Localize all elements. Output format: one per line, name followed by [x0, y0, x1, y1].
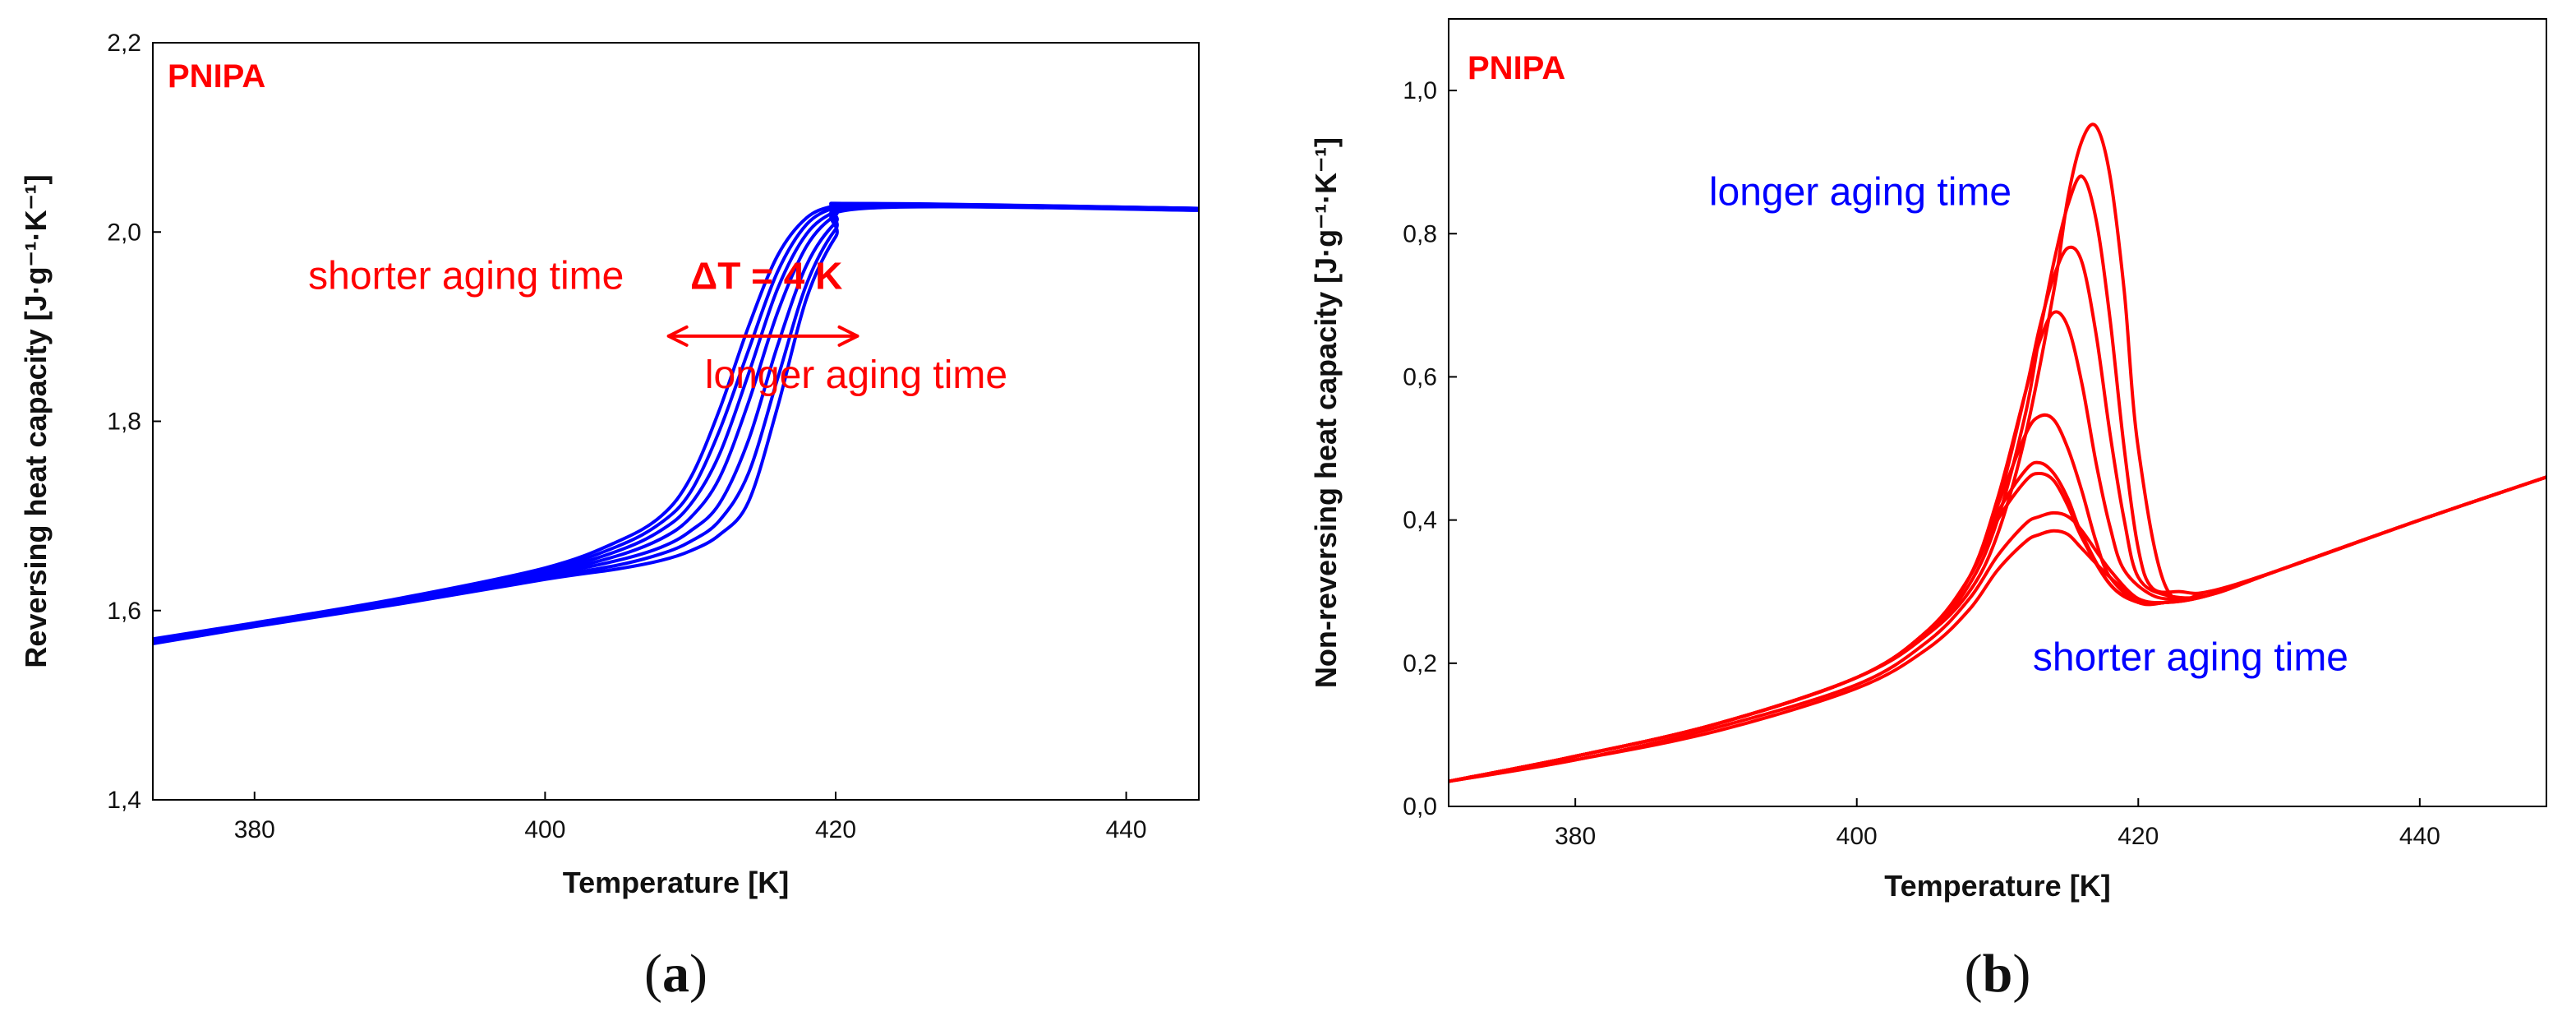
- panel-label: (b): [1965, 944, 2031, 1004]
- y-tick-label: 0,8: [1403, 220, 1437, 247]
- annotation-text: longer aging time: [1709, 170, 2011, 214]
- series-line-4: [1449, 310, 2546, 783]
- x-tick-label: 400: [524, 816, 565, 843]
- series-line-7: [153, 205, 1199, 645]
- series-line-6: [1449, 460, 2546, 783]
- chart-b: 380 400 420 440 0,0 0,2 0,4 0,6 0,8 1,0 Temperatur…: [1309, 18, 2547, 1004]
- series-line-2: [1449, 174, 2546, 783]
- annotation-text: shorter aging time: [2033, 636, 2348, 680]
- y-tick-label: 2,0: [107, 219, 141, 246]
- y-axis-label: Non-reversing heat capacity [J·g⁻¹·K⁻¹]: [1309, 137, 1343, 688]
- chart-title: PNIPA: [168, 58, 265, 95]
- x-tick-label: 420: [815, 816, 856, 843]
- y-tick-label: 1,4: [107, 787, 141, 814]
- y-tick-label: 2,2: [107, 30, 141, 57]
- y-tick-label: 1,0: [1403, 77, 1437, 104]
- panel-label: (a): [644, 944, 707, 1004]
- panel-label-open: (: [644, 944, 662, 1004]
- annotation-text: ΔT = 4 K: [690, 254, 842, 297]
- y-tick-label: 1,8: [107, 409, 141, 436]
- panel-label-open: (: [1965, 944, 1983, 1004]
- y-tick-label: 1,6: [107, 598, 141, 625]
- chart-title: PNIPA: [1468, 50, 1565, 86]
- arrow-head-right: [837, 325, 859, 347]
- panel-label-close: ): [689, 944, 707, 1004]
- y-tick-label: 0,4: [1403, 507, 1437, 534]
- y-tick-label: 0,6: [1403, 363, 1437, 390]
- annotation-text: shorter aging time: [308, 254, 624, 298]
- plot-frame: [1448, 18, 2547, 807]
- x-tick-label: 440: [2399, 823, 2440, 850]
- double-arrow: [666, 325, 859, 347]
- series-line-9: [1449, 475, 2546, 783]
- annotation-text: longer aging time: [705, 353, 1007, 397]
- chart-a: 380 400 420 440 1,4 1,6 1,8 2,0 2,2 Temperature […: [19, 30, 1200, 1004]
- y-axis-label: Reversing heat capacity [J·g⁻¹·K⁻¹]: [19, 174, 53, 667]
- series-line-7: [1449, 471, 2546, 783]
- panel-label-close: ): [2012, 944, 2030, 1004]
- plot-frame: [152, 42, 1200, 801]
- series-group: [153, 201, 1199, 645]
- arrow-head-left: [666, 325, 689, 347]
- x-tick-label: 380: [1555, 823, 1596, 850]
- series-group: [1449, 122, 2546, 783]
- x-tick-label: 400: [1836, 823, 1878, 850]
- x-tick-label: 380: [234, 816, 275, 843]
- series-line-5: [1449, 413, 2546, 783]
- panel-label-letter: a: [662, 944, 689, 1004]
- y-tick-label: 0,0: [1403, 793, 1437, 820]
- x-tick-label: 440: [1106, 816, 1147, 843]
- x-axis-label: Temperature [K]: [1884, 869, 2110, 903]
- series-line-1: [1449, 122, 2546, 783]
- x-tick-label: 420: [2117, 823, 2159, 850]
- x-axis-label: Temperature [K]: [563, 866, 789, 899]
- panel-label-letter: b: [1983, 944, 2013, 1004]
- y-tick-label: 0,2: [1403, 650, 1437, 677]
